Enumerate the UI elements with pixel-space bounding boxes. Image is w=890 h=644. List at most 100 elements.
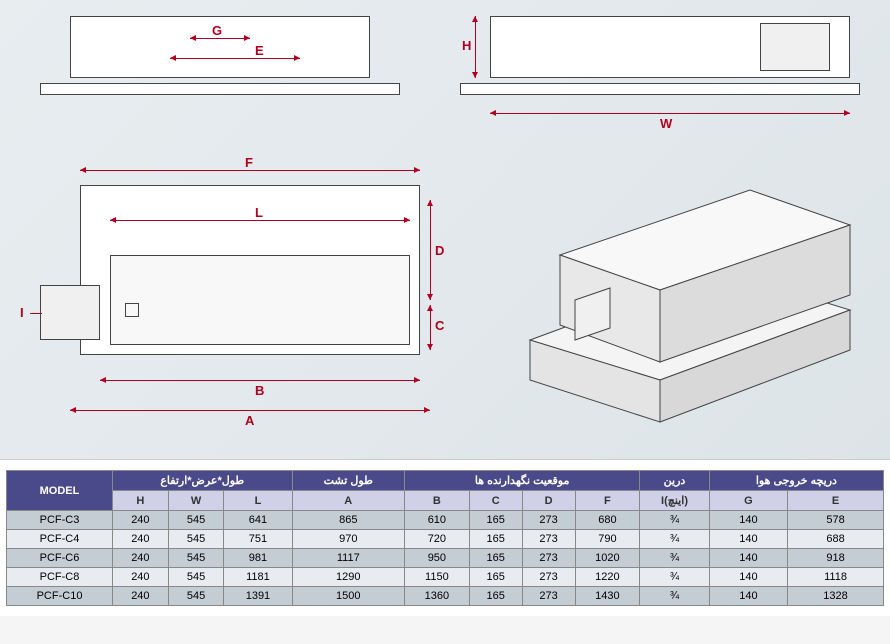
cell-F: 1430 (575, 587, 640, 606)
cell-H: 240 (113, 511, 169, 530)
label-I: I (20, 305, 24, 320)
cell-model: PCF-C4 (7, 530, 113, 549)
col-D: D (522, 491, 575, 511)
label-C: C (435, 318, 444, 333)
diagram-area: G E H W F L D C B A I (0, 0, 890, 460)
cell-E: 578 (788, 511, 884, 530)
col-outlet: دریچه خروجی هوا (709, 471, 883, 491)
cell-A: 1500 (292, 587, 404, 606)
cell-B: 720 (405, 530, 470, 549)
spec-table: MODEL طول*عرض*ارتفاع طول تشت موقعیت نگهد… (6, 470, 884, 606)
col-L: L (224, 491, 292, 511)
cell-F: 1020 (575, 549, 640, 568)
col-model: MODEL (7, 471, 113, 511)
spec-table-body: PCF-C3240545641865610165273680¾140578PCF… (7, 511, 884, 606)
cell-C: 165 (469, 511, 522, 530)
iso-drawing (500, 170, 870, 430)
cell-L: 1181 (224, 568, 292, 587)
cell-L: 1391 (224, 587, 292, 606)
col-G: G (709, 491, 787, 511)
dim-F (80, 170, 420, 171)
cell-I: ¾ (640, 511, 710, 530)
cell-I: ¾ (640, 568, 710, 587)
cell-E: 688 (788, 530, 884, 549)
cell-L: 751 (224, 530, 292, 549)
label-D: D (435, 243, 444, 258)
label-F: F (245, 155, 253, 170)
cell-W: 545 (168, 511, 224, 530)
cell-E: 1118 (788, 568, 884, 587)
cell-D: 273 (522, 530, 575, 549)
table-row: PCF-C624054598111179501652731020¾140918 (7, 549, 884, 568)
cell-A: 865 (292, 511, 404, 530)
cell-I: ¾ (640, 549, 710, 568)
cell-G: 140 (709, 530, 787, 549)
cell-C: 165 (469, 568, 522, 587)
col-E: E (788, 491, 884, 511)
label-A: A (245, 413, 254, 428)
cell-G: 140 (709, 587, 787, 606)
cell-F: 680 (575, 511, 640, 530)
cell-H: 240 (113, 530, 169, 549)
table-row: PCF-C82405451181129011501652731220¾14011… (7, 568, 884, 587)
dim-L (110, 220, 410, 221)
label-W: W (660, 116, 672, 131)
view-front: G E (30, 8, 410, 108)
cell-H: 240 (113, 549, 169, 568)
cell-H: 240 (113, 587, 169, 606)
col-W: W (168, 491, 224, 511)
cell-A: 1117 (292, 549, 404, 568)
cell-model: PCF-C6 (7, 549, 113, 568)
cell-model: PCF-C10 (7, 587, 113, 606)
table-row: PCF-C4240545751970720165273790¾140688 (7, 530, 884, 549)
label-E: E (255, 43, 264, 58)
cell-C: 165 (469, 587, 522, 606)
dim-A (70, 410, 430, 411)
cell-H: 240 (113, 568, 169, 587)
cell-A: 970 (292, 530, 404, 549)
cell-B: 1150 (405, 568, 470, 587)
dim-D (430, 200, 431, 300)
cell-B: 950 (405, 549, 470, 568)
dim-C (430, 305, 431, 350)
col-I: I(اینچ) (640, 491, 710, 511)
view-top: F L D C B A I (30, 155, 450, 445)
view-side: H W (460, 8, 880, 128)
col-drain: درین (640, 471, 710, 491)
cell-D: 273 (522, 587, 575, 606)
cell-E: 1328 (788, 587, 884, 606)
cell-model: PCF-C3 (7, 511, 113, 530)
table-row: PCF-C3240545641865610165273680¾140578 (7, 511, 884, 530)
cell-F: 790 (575, 530, 640, 549)
dim-B (100, 380, 420, 381)
cell-B: 610 (405, 511, 470, 530)
label-G: G (212, 23, 222, 38)
label-B: B (255, 383, 264, 398)
col-C: C (469, 491, 522, 511)
cell-B: 1360 (405, 587, 470, 606)
cell-D: 273 (522, 568, 575, 587)
cell-F: 1220 (575, 568, 640, 587)
cell-W: 545 (168, 549, 224, 568)
col-B: B (405, 491, 470, 511)
col-A: A (292, 491, 404, 511)
cell-C: 165 (469, 530, 522, 549)
cell-E: 918 (788, 549, 884, 568)
cell-G: 140 (709, 511, 787, 530)
col-tray: طول تشت (292, 471, 404, 491)
table-column-header-row: H W L A B C D F I(اینچ) G E (7, 491, 884, 511)
cell-D: 273 (522, 511, 575, 530)
cell-W: 545 (168, 587, 224, 606)
cell-C: 165 (469, 549, 522, 568)
cell-A: 1290 (292, 568, 404, 587)
cell-W: 545 (168, 568, 224, 587)
dim-W (490, 113, 850, 114)
cell-I: ¾ (640, 587, 710, 606)
label-L: L (255, 205, 263, 220)
dim-E (170, 58, 300, 59)
cell-L: 641 (224, 511, 292, 530)
dim-H (475, 16, 476, 78)
cell-model: PCF-C8 (7, 568, 113, 587)
table-row: PCF-C102405451391150013601652731430¾1401… (7, 587, 884, 606)
cell-D: 273 (522, 549, 575, 568)
